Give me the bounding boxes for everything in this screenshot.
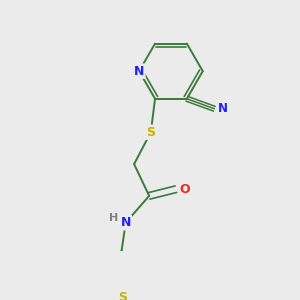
Text: S: S	[118, 291, 127, 300]
Text: N: N	[134, 65, 144, 78]
Text: O: O	[179, 183, 190, 196]
Text: S: S	[146, 126, 155, 139]
Text: H: H	[110, 214, 118, 224]
Text: N: N	[218, 102, 228, 115]
Text: N: N	[121, 216, 131, 229]
